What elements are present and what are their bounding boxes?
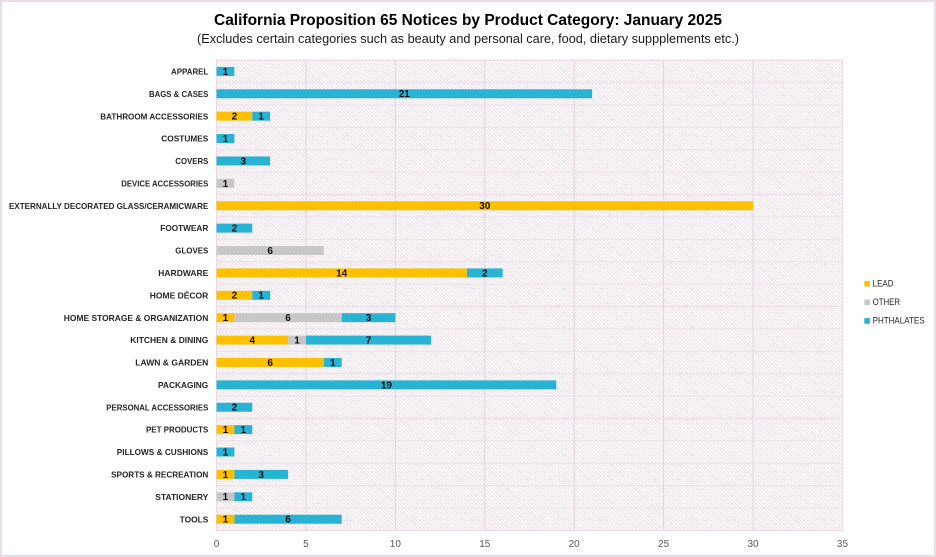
svg-text:6: 6 <box>267 358 273 369</box>
svg-text:0: 0 <box>214 539 220 550</box>
svg-text:STATIONERY: STATIONERY <box>155 493 209 502</box>
svg-text:35: 35 <box>837 539 849 550</box>
svg-text:3: 3 <box>366 313 372 324</box>
svg-text:PET PRODUCTS: PET PRODUCTS <box>146 426 209 435</box>
svg-text:21: 21 <box>399 89 411 100</box>
svg-text:PHTHALATES: PHTHALATES <box>873 316 925 327</box>
svg-text:1: 1 <box>223 134 229 145</box>
svg-text:7: 7 <box>366 335 372 346</box>
svg-text:TOOLS: TOOLS <box>180 515 209 524</box>
svg-text:OTHER: OTHER <box>873 297 901 308</box>
svg-text:GLOVES: GLOVES <box>175 247 209 256</box>
svg-text:2: 2 <box>232 403 238 414</box>
svg-text:COSTUMES: COSTUMES <box>161 135 209 144</box>
svg-text:19: 19 <box>381 380 393 391</box>
svg-text:1: 1 <box>223 447 229 458</box>
svg-text:KITCHEN & DINING: KITCHEN & DINING <box>130 336 208 345</box>
svg-text:APPAREL: APPAREL <box>171 68 208 77</box>
svg-text:1: 1 <box>223 67 229 78</box>
svg-text:FOOTWEAR: FOOTWEAR <box>160 224 208 233</box>
svg-text:HOME STORAGE & ORGANIZATION: HOME STORAGE & ORGANIZATION <box>64 314 209 323</box>
svg-text:PACKAGING: PACKAGING <box>158 381 208 390</box>
svg-text:30: 30 <box>479 201 491 212</box>
svg-text:10: 10 <box>390 539 402 550</box>
svg-text:6: 6 <box>285 313 291 324</box>
svg-text:25: 25 <box>658 539 670 550</box>
svg-text:1: 1 <box>241 492 247 503</box>
svg-text:1: 1 <box>258 112 264 123</box>
svg-text:2: 2 <box>482 268 488 279</box>
svg-text:1: 1 <box>223 470 229 481</box>
svg-text:20: 20 <box>569 539 581 550</box>
svg-text:4: 4 <box>249 335 255 346</box>
svg-text:30: 30 <box>747 539 759 550</box>
svg-text:BATHROOM ACCESSORIES: BATHROOM ACCESSORIES <box>100 112 209 121</box>
svg-text:California Proposition 65 Noti: California Proposition 65 Notices by Pro… <box>214 12 722 29</box>
svg-text:EXTERNALLY DECORATED GLASS/CER: EXTERNALLY DECORATED GLASS/CERAMICWARE <box>9 202 209 211</box>
svg-text:LAWN & GARDEN: LAWN & GARDEN <box>135 359 208 368</box>
svg-text:2: 2 <box>232 224 238 235</box>
svg-text:1: 1 <box>258 291 264 302</box>
svg-text:SPORTS & RECREATION: SPORTS & RECREATION <box>111 471 208 480</box>
svg-text:3: 3 <box>258 470 264 481</box>
svg-text:HOME DÉCOR: HOME DÉCOR <box>150 290 209 300</box>
svg-text:2: 2 <box>232 112 238 123</box>
svg-text:HARDWARE: HARDWARE <box>158 269 209 278</box>
svg-text:1: 1 <box>294 335 300 346</box>
svg-text:14: 14 <box>336 268 348 279</box>
svg-text:1: 1 <box>223 313 229 324</box>
svg-text:2: 2 <box>232 291 238 302</box>
svg-text:1: 1 <box>330 358 336 369</box>
svg-text:PILLOWS & CUSHIONS: PILLOWS & CUSHIONS <box>117 448 209 457</box>
svg-text:5: 5 <box>303 539 309 550</box>
svg-text:3: 3 <box>241 156 247 167</box>
svg-text:1: 1 <box>223 515 229 526</box>
svg-text:15: 15 <box>479 539 491 550</box>
svg-text:6: 6 <box>285 515 291 526</box>
svg-text:COVERS: COVERS <box>175 157 209 166</box>
svg-text:LEAD: LEAD <box>873 278 894 289</box>
svg-text:1: 1 <box>241 425 247 436</box>
svg-text:6: 6 <box>267 246 273 257</box>
svg-text:PERSONAL ACCESSORIES: PERSONAL ACCESSORIES <box>106 403 209 412</box>
svg-text:DEVICE ACCESSORIES: DEVICE ACCESSORIES <box>121 179 209 188</box>
svg-text:BAGS & CASES: BAGS & CASES <box>149 90 209 99</box>
svg-text:(Excludes certain categories s: (Excludes certain categories such as bea… <box>197 32 739 46</box>
svg-text:1: 1 <box>223 492 229 503</box>
svg-text:1: 1 <box>223 425 229 436</box>
svg-text:1: 1 <box>223 179 229 190</box>
